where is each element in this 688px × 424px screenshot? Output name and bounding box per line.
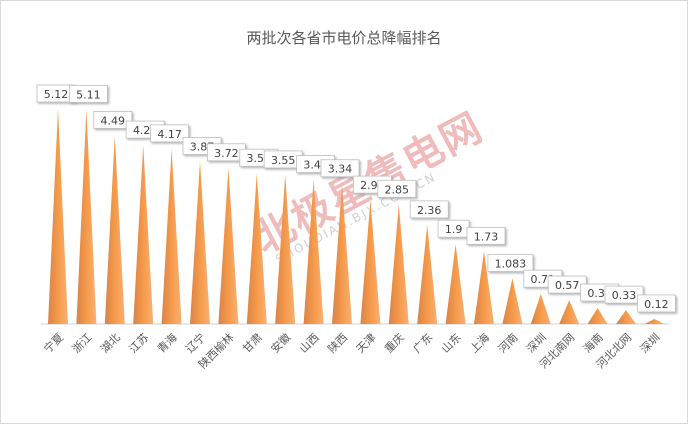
data-label: 2.36 xyxy=(417,204,442,217)
chart-title: 两批次各省市电价总降幅排名 xyxy=(246,29,442,47)
x-tick-label: 山西 xyxy=(297,331,322,356)
x-tick-label: 江苏 xyxy=(127,331,152,356)
x-tick-label: 安徽 xyxy=(268,330,293,355)
x-tick-label: 青海 xyxy=(154,330,179,355)
data-label-box xyxy=(487,254,534,272)
x-tick-label: 天津 xyxy=(354,331,379,356)
x-tick-label: 海南 xyxy=(580,330,605,355)
data-label: 1.083 xyxy=(495,258,527,271)
bar-spike xyxy=(445,244,466,324)
x-tick-label: 广东 xyxy=(411,331,436,356)
bar-spike xyxy=(644,318,665,324)
bar-spike xyxy=(161,148,182,324)
x-tick-label: 深圳 xyxy=(524,331,549,356)
data-label: 4.49 xyxy=(101,114,126,127)
data-label-box xyxy=(466,226,506,245)
x-tick-label: 上海 xyxy=(467,330,492,355)
data-label: 2.85 xyxy=(385,183,410,196)
data-label: 3.55 xyxy=(271,154,296,167)
bar-spike xyxy=(48,109,68,324)
bar-spike xyxy=(76,109,97,324)
x-tick-label: 陕西 xyxy=(325,330,350,355)
data-label: 1.73 xyxy=(474,230,499,243)
bar-spike xyxy=(246,173,267,324)
x-tick-label: 宁夏 xyxy=(41,330,66,355)
bar-spike xyxy=(417,224,438,324)
x-tick-label: 辽宁 xyxy=(183,330,208,355)
data-label-box xyxy=(93,111,133,129)
data-label-box xyxy=(150,124,190,143)
bar-spike xyxy=(218,167,239,324)
x-tick-label: 河南 xyxy=(496,331,521,356)
bar-spike xyxy=(360,200,381,324)
data-label-box xyxy=(69,85,108,103)
x-tick-label: 重庆 xyxy=(381,330,406,355)
x-tick-label: 浙江 xyxy=(70,331,95,356)
bar-spike xyxy=(587,308,608,324)
x-tick-label: 甘肃 xyxy=(240,331,265,356)
x-tick-label: 湖北 xyxy=(98,331,123,356)
data-label-box xyxy=(409,200,449,219)
data-label: 3.34 xyxy=(328,163,353,176)
bar-spike xyxy=(303,179,324,324)
data-label-box xyxy=(320,159,360,178)
data-label: 0.33 xyxy=(612,289,637,302)
bar-spike xyxy=(190,161,210,324)
data-label: 5.12 xyxy=(44,88,69,101)
data-label: 3.72 xyxy=(214,147,239,160)
bar-spike xyxy=(332,183,352,324)
bar-spike xyxy=(502,278,523,324)
data-label: 4.17 xyxy=(157,128,182,141)
bar-spike xyxy=(530,294,551,324)
data-label: 0.57 xyxy=(555,279,580,292)
bar-spike xyxy=(616,310,636,324)
x-tick-label: 山东 xyxy=(439,331,464,356)
data-label: 5.11 xyxy=(76,88,101,101)
bar-spike xyxy=(133,145,154,324)
bar-spike xyxy=(104,135,125,324)
data-label-box xyxy=(637,294,676,313)
bar-spike xyxy=(474,251,494,324)
bar-spike xyxy=(388,204,409,324)
bar-spike xyxy=(559,300,580,324)
bar-spike xyxy=(275,174,296,324)
x-tick-label: 深圳 xyxy=(638,331,663,356)
data-label: 1.9 xyxy=(445,223,463,236)
data-label-box xyxy=(377,179,417,198)
data-label: 0.12 xyxy=(644,298,669,311)
